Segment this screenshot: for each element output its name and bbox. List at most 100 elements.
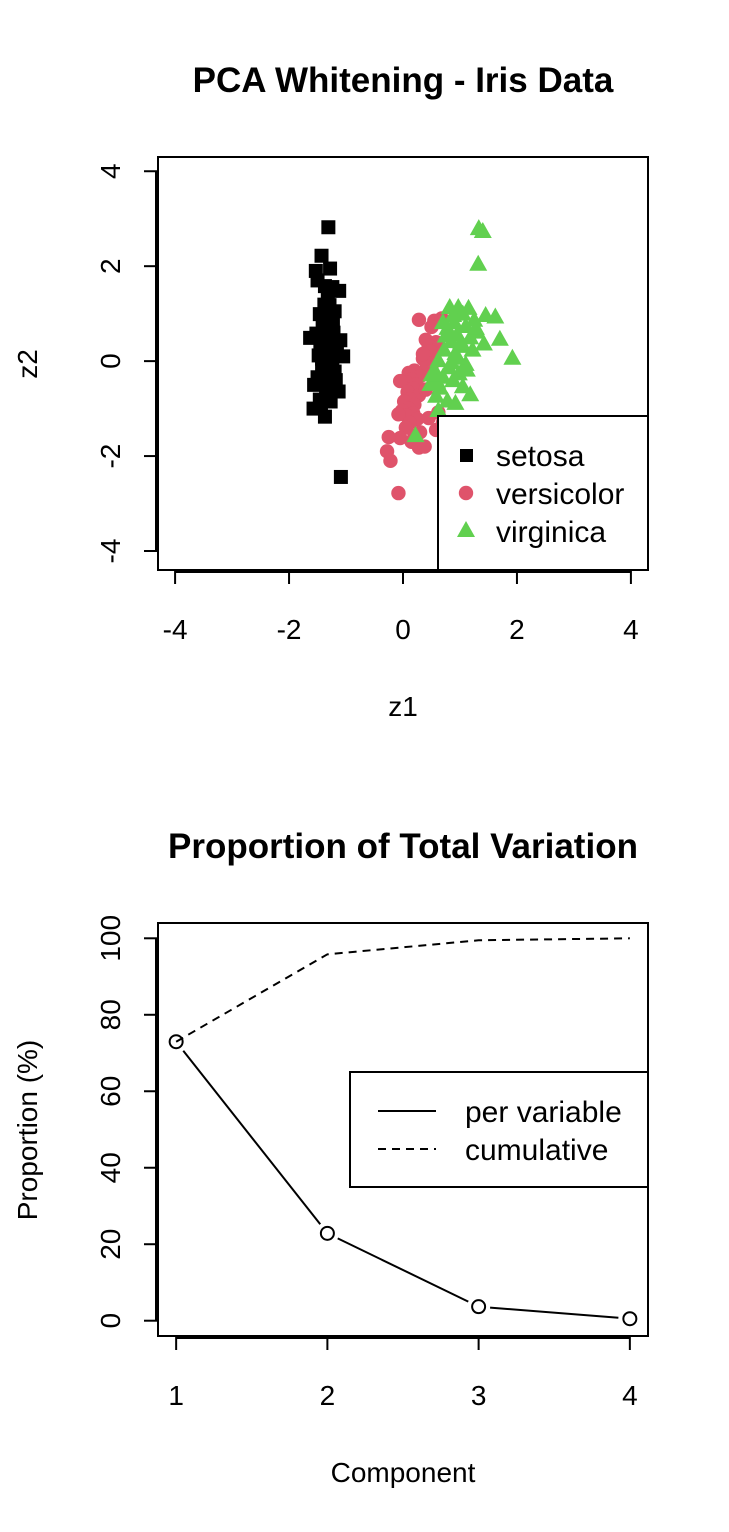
point-virginica — [466, 318, 485, 335]
point-versicolor — [383, 453, 398, 469]
point-versicolor — [411, 312, 427, 328]
variation-y-tick-label: 100 — [95, 915, 126, 962]
point-setosa — [307, 377, 322, 392]
point-versicolor — [381, 429, 396, 445]
scatter-y-tick-label: -4 — [95, 539, 126, 564]
scatter-x-tick-label: 4 — [623, 614, 639, 645]
point-virginica — [435, 340, 454, 357]
cumulative-line — [175, 937, 630, 1043]
legend-setosa-marker — [460, 449, 473, 462]
variation-y-tick-label: 0 — [95, 1313, 126, 1329]
variation-legend-box — [349, 1071, 649, 1188]
variation-title: Proportion of Total Variation — [168, 827, 638, 866]
point-setosa — [328, 373, 343, 388]
scatter-x-tick-label: 0 — [395, 614, 411, 645]
point-setosa — [332, 283, 347, 298]
legend-versicolor-label: versicolor — [496, 478, 624, 511]
point-virginica — [442, 353, 461, 370]
point-versicolor — [391, 407, 406, 422]
variation-x-tick-label: 1 — [168, 1380, 184, 1411]
point-versicolor — [415, 346, 431, 362]
point-virginica — [474, 334, 493, 351]
legend-versicolor-marker — [458, 485, 474, 501]
scatter-y-tick-label: 2 — [95, 258, 126, 274]
point-virginica — [438, 391, 457, 408]
point-virginica — [473, 222, 492, 239]
point-setosa — [323, 387, 338, 402]
legend-setosa-label: setosa — [496, 440, 585, 473]
point-virginica — [461, 385, 480, 402]
point-setosa — [324, 341, 339, 356]
point-virginica — [469, 254, 488, 271]
variation-panel: Proportion of Total Variation 1 2 3 4 0 20 40… — [12, 827, 649, 1488]
scatter-points — [303, 219, 522, 501]
per-variable-point — [471, 1299, 487, 1315]
point-virginica — [433, 313, 452, 330]
per-variable-point — [319, 1225, 335, 1241]
point-setosa — [321, 220, 336, 235]
point-versicolor — [391, 485, 406, 501]
per-variable-segment — [182, 1050, 322, 1225]
scatter-y-tick-label: -2 — [95, 444, 126, 469]
variation-legend: per variable cumulative — [349, 1071, 649, 1188]
per-variable-segment — [490, 1306, 619, 1319]
point-setosa — [320, 292, 335, 307]
variation-y-label: Proportion (%) — [12, 1040, 43, 1221]
point-versicolor — [417, 439, 432, 454]
scatter-y-tick-label: 4 — [95, 163, 126, 179]
point-setosa — [333, 469, 348, 484]
variation-x-tick-label: 3 — [471, 1380, 487, 1411]
point-virginica — [463, 340, 482, 357]
variation-x-tick-label: 2 — [320, 1380, 336, 1411]
point-virginica — [461, 328, 480, 345]
scatter-legend: setosa versicolor virginica — [437, 415, 649, 571]
point-virginica — [476, 306, 495, 323]
variation-y-tick-label: 60 — [95, 1076, 126, 1107]
scatter-y-tick-label: 0 — [95, 353, 126, 369]
point-setosa — [317, 409, 332, 424]
point-virginica — [406, 426, 425, 443]
scatter-y-axis: -4 -2 0 2 4 — [95, 163, 158, 563]
scatter-title: PCA Whitening - Iris Data — [193, 61, 614, 100]
variation-y-tick-label: 80 — [95, 999, 126, 1030]
per-variable-point — [622, 1311, 638, 1327]
point-setosa — [323, 261, 338, 276]
point-virginica — [422, 365, 441, 382]
point-versicolor — [392, 373, 408, 389]
point-virginica — [427, 386, 446, 403]
point-virginica — [452, 333, 471, 350]
point-virginica — [429, 400, 448, 417]
variation-series — [168, 937, 638, 1327]
scatter-panel: PCA Whitening - Iris Data -4 -2 0 2 4 -4 -2 0 2… — [12, 61, 649, 722]
point-versicolor — [392, 430, 408, 446]
per-variable-point — [168, 1034, 184, 1050]
point-setosa — [316, 316, 331, 331]
variation-x-axis: 1 2 3 4 — [168, 1336, 638, 1411]
point-setosa — [310, 273, 325, 288]
scatter-x-tick-label: 2 — [509, 614, 525, 645]
variation-y-tick-label: 20 — [95, 1229, 126, 1260]
scatter-x-tick-label: -2 — [277, 614, 302, 645]
point-setosa — [314, 248, 329, 263]
point-virginica — [503, 348, 522, 365]
per-variable-segment — [337, 1237, 469, 1303]
point-setosa — [336, 349, 351, 364]
point-virginica — [465, 310, 484, 327]
legend-virginica-label: virginica — [496, 516, 606, 549]
scatter-x-axis: -4 -2 0 2 4 — [163, 570, 639, 645]
variation-y-axis: 0 20 40 60 80 100 — [95, 915, 158, 1329]
variation-x-tick-label: 4 — [622, 1380, 638, 1411]
point-virginica — [490, 329, 509, 346]
variation-y-tick-label: 40 — [95, 1152, 126, 1183]
legend-virginica-marker — [457, 521, 475, 537]
point-virginica — [453, 377, 472, 394]
point-setosa — [327, 304, 342, 319]
point-setosa — [311, 348, 326, 363]
legend-cumulative-label: cumulative — [465, 1134, 608, 1167]
scatter-y-label: z2 — [12, 349, 43, 379]
point-versicolor — [424, 319, 439, 335]
point-virginica — [444, 371, 463, 388]
variation-x-label: Component — [331, 1457, 476, 1488]
scatter-x-tick-label: -4 — [163, 614, 188, 645]
